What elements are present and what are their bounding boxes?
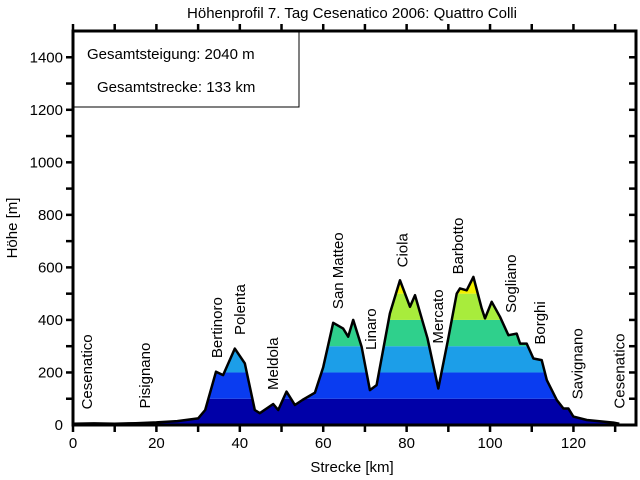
- y-tick-label: 0: [55, 417, 63, 434]
- y-tick-label: 1000: [30, 154, 63, 171]
- y-tick-label: 1200: [30, 102, 63, 119]
- x-tick-label: 20: [148, 435, 165, 452]
- x-tick-label: 100: [478, 435, 503, 452]
- place-label: San Matteo: [330, 232, 347, 309]
- info-distance: Gesamtstrecke: 133 km: [97, 79, 255, 96]
- elevation-band: [73, 276, 620, 294]
- y-tick-label: 600: [38, 259, 63, 276]
- elevation-band: [73, 372, 620, 399]
- place-label: Pisignano: [137, 343, 154, 409]
- place-label: Cesenatico: [79, 334, 96, 409]
- place-label: Polenta: [232, 284, 249, 336]
- place-label: Ciola: [394, 233, 411, 268]
- y-tick-label: 1400: [30, 49, 63, 66]
- y-tick-label: 800: [38, 207, 63, 224]
- chart-title: Höhenprofil 7. Tag Cesenatico 2006: Quat…: [187, 5, 517, 22]
- x-tick-label: 40: [231, 435, 248, 452]
- y-axis-title: Höhe [m]: [4, 198, 21, 259]
- info-ascent: Gesamtsteigung: 2040 m: [87, 46, 255, 63]
- x-tick-label: 60: [315, 435, 332, 452]
- y-tick-label: 200: [38, 364, 63, 381]
- elevation-band: [73, 293, 620, 320]
- y-tick-label: 400: [38, 312, 63, 329]
- place-label: Cesenatico: [611, 334, 628, 409]
- x-tick-label: 80: [398, 435, 415, 452]
- place-labels: Cesenatico Pisignano Bertinoro Polenta Meldo…: [79, 218, 628, 410]
- x-tick-label: 0: [69, 435, 77, 452]
- x-tick-label: 120: [561, 435, 586, 452]
- place-label: Sogliano: [503, 255, 520, 313]
- place-label: Borghi: [532, 301, 549, 344]
- plot-frame: [71, 29, 638, 427]
- place-label: Meldola: [265, 337, 282, 390]
- place-label: Savignano: [570, 328, 587, 399]
- place-label: Barbotto: [450, 218, 467, 275]
- x-axis-title: Strecke [km]: [310, 459, 393, 476]
- elevation-band: [73, 346, 620, 373]
- profile-line: [72, 275, 620, 425]
- place-label: Linaro: [363, 308, 380, 350]
- elevation-bands: [73, 276, 620, 425]
- place-label: Bertinoro: [209, 297, 226, 358]
- elevation-band: [73, 398, 620, 425]
- place-label: Mercato: [430, 289, 447, 343]
